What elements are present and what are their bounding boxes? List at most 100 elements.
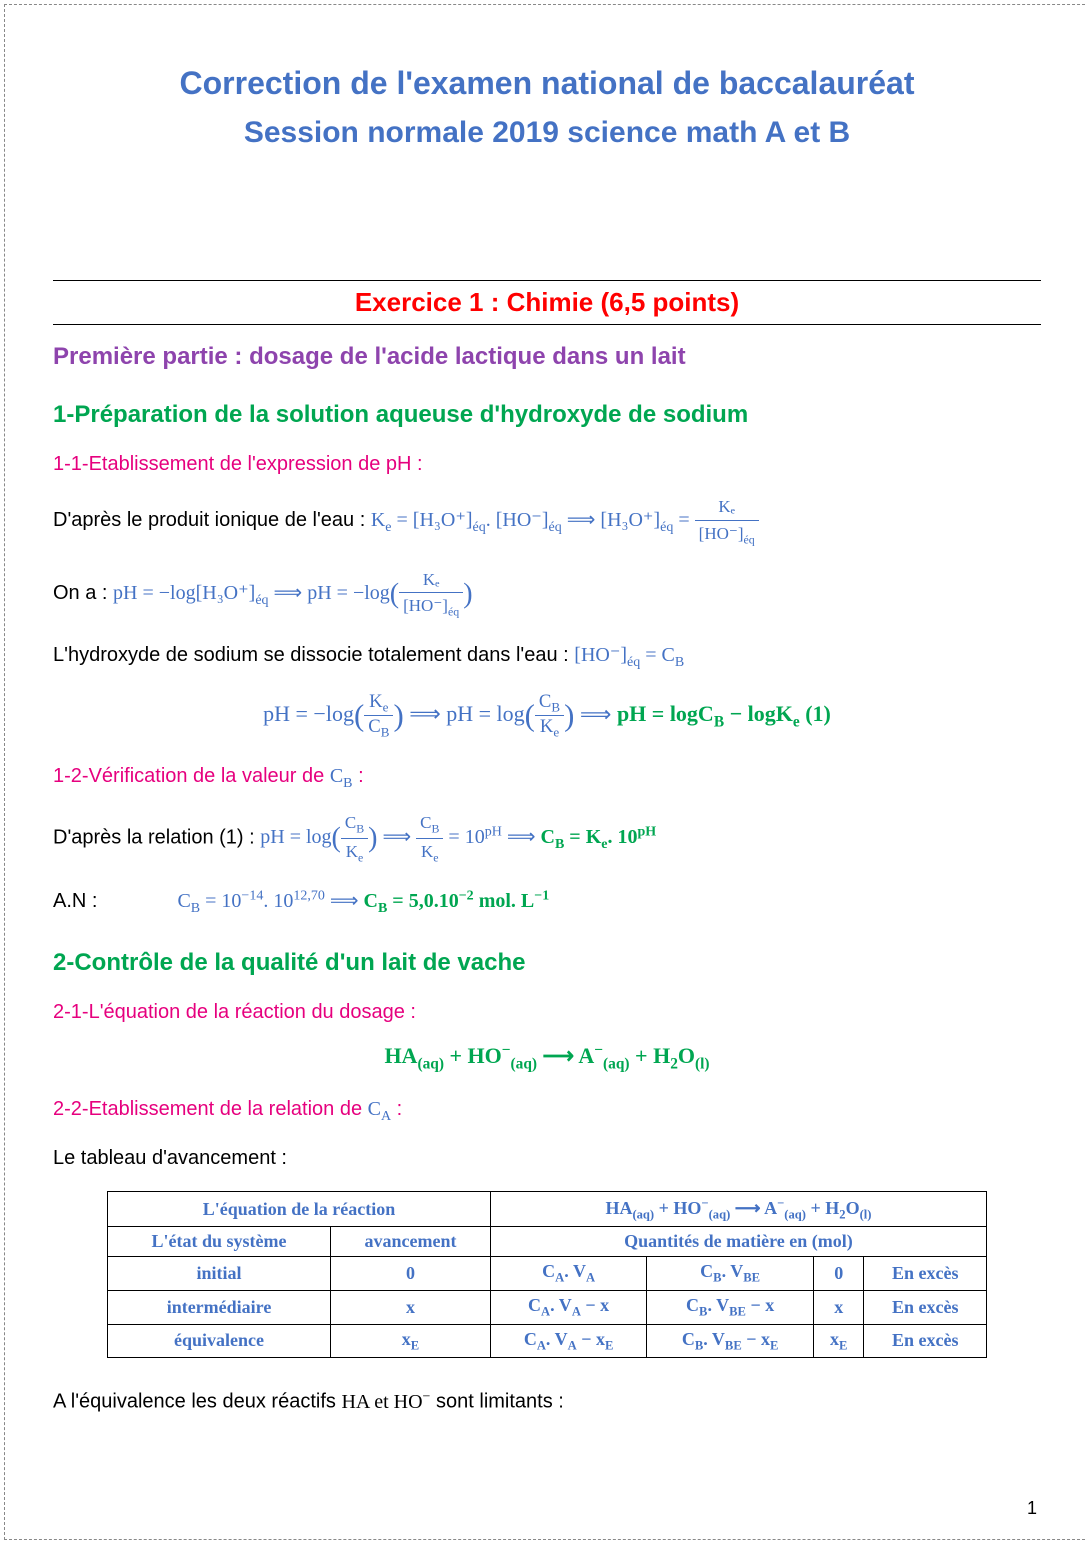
table-cell: CB. VBE − xE <box>647 1324 814 1358</box>
text-part: A l'équivalence les deux réactifs <box>53 1391 341 1413</box>
table-cell: x <box>331 1291 491 1325</box>
fraction: CB Ke <box>416 810 443 868</box>
section12-title: 1-2-Vérification de la valeur de CB : <box>53 765 1041 792</box>
s12-result: CB = Ke. 10pH <box>541 826 657 848</box>
frac-den: [HO⁻]éq <box>695 521 759 549</box>
eq-part: pH = log <box>260 826 331 848</box>
table-cell: CA. VA − x <box>490 1291 646 1325</box>
eq-part: C <box>368 1098 381 1120</box>
table-cell: avancement <box>331 1227 491 1257</box>
frac-num: CB <box>535 691 564 717</box>
frac-num: Kₑ <box>695 494 759 521</box>
eq-part: pH = −log <box>263 701 354 726</box>
eq-sub: éq <box>549 520 562 535</box>
main-title: Correction de l'examen national de bacca… <box>53 65 1041 102</box>
s22-text: Le tableau d'avancement : <box>53 1143 1041 1173</box>
fraction: Ke CB <box>364 691 393 741</box>
s12-line1: D'après la relation (1) : pH = log( CB K… <box>53 810 1041 868</box>
eq-part: = [H₃O⁺] <box>392 509 473 531</box>
center-eq-result: pH = logCB − logKe (1) <box>617 701 831 726</box>
footer-text: A l'équivalence les deux réactifs HA et … <box>53 1386 1041 1417</box>
reaction-eq: HA(aq) + HO−(aq) ⟶ A−(aq) + H2O(l) <box>384 1043 709 1068</box>
table-row: équivalence xE CA. VA − xE CB. VBE − xE … <box>108 1324 987 1358</box>
advancement-table: L'équation de la réaction HA(aq) + HO−(a… <box>107 1191 987 1358</box>
table-cell: CA. VA − xE <box>490 1324 646 1358</box>
title-block: Correction de l'examen national de bacca… <box>53 65 1041 150</box>
eq-sub: B <box>675 655 684 670</box>
s11-line3: L'hydroxyde de sodium se dissocie totale… <box>53 640 1041 673</box>
eq-part: ⟹ [H₃O⁺] <box>562 509 660 531</box>
eq-part: = <box>673 509 694 531</box>
eq-part: ⟹ <box>502 826 541 848</box>
frac-den: Ke <box>416 839 443 867</box>
frac-den: Ke <box>535 716 564 741</box>
table-cell: En excès <box>864 1291 987 1325</box>
title-math: CA <box>368 1098 391 1120</box>
page-number: 1 <box>1027 1498 1037 1519</box>
sub-title: Session normale 2019 science math A et B <box>53 116 1041 150</box>
ona-label: On a : <box>53 582 113 604</box>
fraction: CB Ke <box>535 691 564 741</box>
section22-title: 2-2-Etablissement de la relation de CA : <box>53 1098 1041 1125</box>
frac-den: CB <box>364 716 393 741</box>
frac-den: [HO⁻]éq <box>399 593 463 621</box>
eq-sub: A <box>381 1109 391 1124</box>
table-cell: xE <box>813 1324 863 1358</box>
eq-sub: éq <box>473 520 486 535</box>
table-cell: CB. VBE <box>647 1257 814 1291</box>
table-row: intermédiaire x CA. VA − x CB. VBE − x x… <box>108 1291 987 1325</box>
text-part: sont limitants : <box>430 1391 563 1413</box>
center-eq-a: pH = −log( Ke CB ) ⟹ pH = log( CB Ke ) <box>263 701 580 726</box>
document-page: Correction de l'examen national de bacca… <box>4 4 1086 1540</box>
table-header: L'équation de la réaction <box>108 1191 491 1227</box>
s11-eq3: [HO⁻]éq = CB <box>574 644 684 666</box>
an-label: A.N : <box>53 886 97 916</box>
eq-sup: pH <box>485 825 502 840</box>
table-cell: équivalence <box>108 1324 331 1358</box>
section11-title: 1-1-Etablissement de l'expression de pH … <box>53 453 1041 476</box>
table-cell: Quantités de matière en (mol) <box>490 1227 986 1257</box>
eq-part: . [HO⁻] <box>486 509 549 531</box>
exercise-heading: Exercice 1 : Chimie (6,5 points) <box>53 280 1041 325</box>
math-inline: HA et HO− <box>341 1391 430 1413</box>
an-eq: CB = 10−14. 1012,70 ⟹ <box>177 890 363 912</box>
s11-center-eq: pH = −log( Ke CB ) ⟹ pH = log( CB Ke ) ⟹… <box>53 691 1041 741</box>
eq-sub: éq <box>627 655 640 670</box>
frac-num: CB <box>416 810 443 839</box>
frac-den: Ke <box>341 839 368 867</box>
s12-text: D'après la relation (1) : <box>53 826 260 848</box>
part1-title: Première partie : dosage de l'acide lact… <box>53 343 1041 371</box>
eq-sub: éq <box>255 593 268 608</box>
s11-text2: L'hydroxyde de sodium se dissocie totale… <box>53 644 574 666</box>
eq-part: = 10 <box>443 826 484 848</box>
s11-line1: D'après le produit ionique de l'eau : Ke… <box>53 494 1041 549</box>
eq-part: K <box>371 509 385 531</box>
eq-sub: éq <box>660 520 673 535</box>
table-cell: initial <box>108 1257 331 1291</box>
fraction: CB Ke <box>341 810 368 868</box>
table-cell: 0 <box>813 1257 863 1291</box>
s11-line2: On a : pH = −log[H₃O⁺]éq ⟹ pH = −log( Kₑ… <box>53 567 1041 622</box>
table-cell: En excès <box>864 1257 987 1291</box>
frac-num: Ke <box>364 691 393 717</box>
s11-eq2: pH = −log[H₃O⁺]éq ⟹ pH = −log( Kₑ [HO⁻]é… <box>113 582 473 604</box>
section1-heading: 1-Préparation de la solution aqueuse d'h… <box>53 401 1041 429</box>
eq-part: pH = −log[H₃O⁺] <box>113 582 255 604</box>
arrow: ⟹ <box>580 701 617 726</box>
eq-part: = C <box>640 644 675 666</box>
table-header: HA(aq) + HO−(aq) ⟶ A−(aq) + H2O(l) <box>490 1191 986 1227</box>
eq-part: [HO⁻] <box>574 644 627 666</box>
s21-eq: HA(aq) + HO−(aq) ⟶ A−(aq) + H2O(l) <box>53 1042 1041 1074</box>
frac-num: CB <box>341 810 368 839</box>
frac-num: Kₑ <box>399 567 463 594</box>
s11-eq1: Ke = [H₃O⁺]éq. [HO⁻]éq ⟹ [H₃O⁺]éq = Kₑ [… <box>371 509 759 531</box>
table-cell: CB. VBE − x <box>647 1291 814 1325</box>
eq-part: ⟹ pH = −log <box>269 582 390 604</box>
title-text: 2-2-Etablissement de la relation de <box>53 1098 368 1120</box>
table-cell: x <box>813 1291 863 1325</box>
s12-eq: pH = log( CB Ke ) ⟹ CB Ke = 10pH ⟹ <box>260 826 540 848</box>
eq-part: ⟹ <box>377 826 416 848</box>
table-cell: intermédiaire <box>108 1291 331 1325</box>
table-cell: L'état du système <box>108 1227 331 1257</box>
table-row: L'état du système avancement Quantités d… <box>108 1227 987 1257</box>
